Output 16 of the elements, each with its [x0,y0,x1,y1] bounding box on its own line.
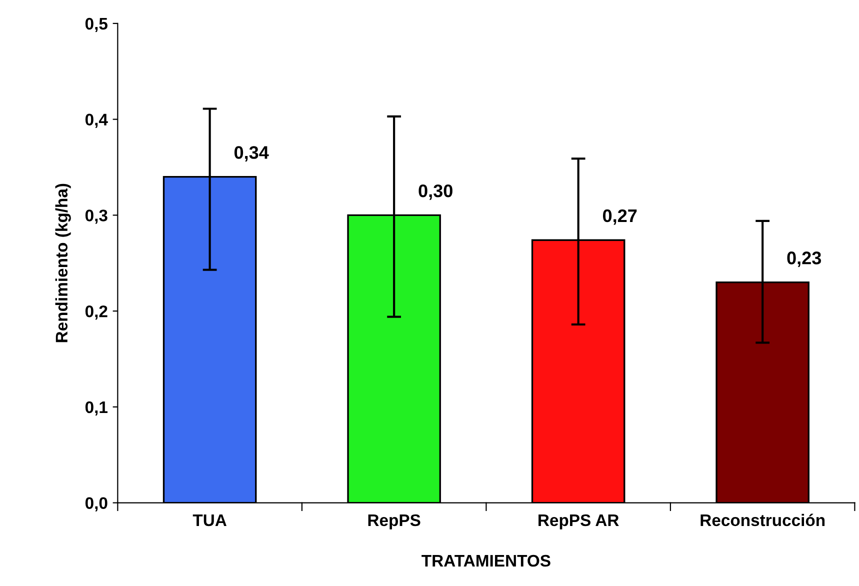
x-tick-label: TUA [192,514,226,526]
y-tick-label: 0,3 [85,210,108,224]
x-axis-title: TRATAMIENTOS [422,554,550,567]
x-tick-label: RepPS [368,514,420,530]
data-label: 0,27 [602,209,637,225]
y-tick-label: 0,5 [85,18,108,32]
x-tick-label: Reconstrucción [700,514,825,526]
data-label: 0,34 [234,146,269,162]
data-label: 0,30 [418,184,452,200]
y-tick-label: 0,1 [85,401,108,416]
y-axis-title: Rendimiento (kg/ha) [55,184,71,342]
y-tick-label: 0,0 [85,497,108,512]
y-tick-label: 0,4 [85,114,108,128]
data-label: 0,23 [787,252,822,267]
y-tick-label: 0,2 [85,305,108,320]
x-tick-label: RepPS AR [538,514,619,530]
